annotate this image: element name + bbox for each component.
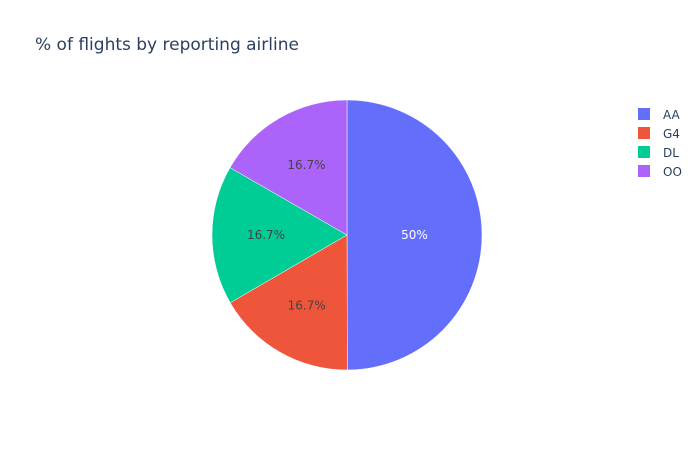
pie-slice-g4[interactable] bbox=[229, 234, 348, 371]
pie-slices bbox=[211, 99, 483, 371]
legend-label-aa: AA bbox=[663, 108, 681, 122]
legend-swatch-oo bbox=[638, 165, 650, 177]
legend-label-g4: G4 bbox=[663, 127, 680, 141]
legend-swatch-aa bbox=[638, 108, 650, 120]
legend-item-dl[interactable]: DL bbox=[638, 146, 679, 160]
legend-item-oo[interactable]: OO bbox=[638, 165, 682, 179]
legend-swatch-g4 bbox=[638, 127, 650, 139]
legend-label-oo: OO bbox=[663, 165, 682, 179]
pie-slice-oo[interactable] bbox=[229, 99, 348, 236]
legend-label-dl: DL bbox=[663, 146, 679, 160]
slice-labels: 50% 16.7% 16.7% 16.7% bbox=[247, 158, 428, 312]
pie-slice-dl[interactable] bbox=[211, 167, 348, 304]
legend-item-g4[interactable]: G4 bbox=[638, 127, 680, 141]
slice-label-aa: 50% bbox=[401, 228, 428, 242]
legend-item-aa[interactable]: AA bbox=[638, 108, 681, 122]
slice-label-dl: 16.7% bbox=[247, 228, 285, 242]
legend-swatch-dl bbox=[638, 146, 650, 158]
chart-title: % of flights by reporting airline bbox=[35, 35, 299, 55]
pie-slice-aa[interactable] bbox=[346, 99, 483, 371]
legend: AA G4 DL OO bbox=[638, 108, 682, 179]
slice-label-g4: 16.7% bbox=[288, 298, 326, 312]
slice-label-oo: 16.7% bbox=[287, 158, 325, 172]
